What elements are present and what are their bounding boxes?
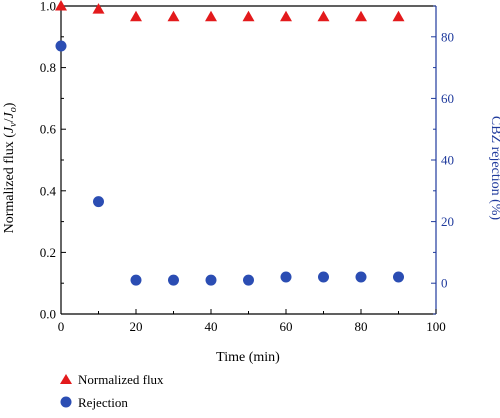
rejection-point [355,271,367,283]
y-axis-title-j2: J [2,112,17,119]
flux-point [55,0,67,11]
legend-label-normalized-flux: Normalized flux [78,372,164,387]
ticks: 0 20 40 60 80 100 0.0 0.2 0.4 0.6 0.8 1.0 0 20 40 60 80 [40,0,454,334]
y-tick-label: 0.4 [40,183,57,198]
y2-tick-label: 80 [441,29,454,44]
y-axis-title-slash: / [2,118,17,122]
y-axis-title-j1: J [2,126,17,133]
rejection-point [205,274,217,286]
y2-axis-title: CBZ rejection (%) [488,116,500,221]
flux-point [392,10,405,22]
x-tick-label: 100 [426,319,446,334]
legend-label-rejection: Rejection [78,395,128,410]
rejection-point [280,271,292,283]
x-tick-label: 60 [280,319,293,334]
y-tick-label: 0.6 [40,122,57,137]
y-axis-title-j2-sub: o [8,107,19,112]
y-axis-title: Normalized flux (Jv/Jo) [2,102,19,233]
rejection-point [318,271,329,283]
flux-point [280,10,292,22]
axes [60,5,437,315]
y2-tick-label: 40 [441,153,454,168]
y-axis-title-prefix: Normalized flux ( [2,133,17,234]
x-tick-label: 80 [355,319,368,334]
flux-point [317,10,330,22]
rejection-point [168,274,179,286]
y2-tick-label: 60 [441,91,454,106]
x-tick-label: 20 [130,319,143,334]
rejection-point [93,196,104,208]
legend-circle-marker [60,396,72,408]
y-tick-label: 1.0 [40,0,56,14]
rejection-point [130,274,142,286]
data-marks [55,0,405,286]
y-tick-label: 0.0 [40,307,56,322]
x-tick-label: 0 [58,319,65,334]
flux-point [205,10,217,22]
y2-tick-label: 0 [441,276,448,291]
x-axis-title: Time (min) [216,350,280,365]
y-tick-label: 0.8 [40,60,56,75]
rejection-point [393,271,404,283]
y-axis-title-suffix: ) [2,102,17,107]
y2-tick-label: 20 [441,214,454,229]
flux-point [355,10,367,22]
x-tick-label: 40 [205,319,218,334]
flux-point [130,10,142,22]
flux-point [92,3,105,14]
y-axis-title-j1-sub: v [8,122,19,127]
legend: Normalized flux Rejection [60,372,164,410]
legend-triangle-marker [60,374,72,384]
flux-point [167,10,180,22]
y-tick-label: 0.2 [40,245,56,260]
rejection-point [55,40,67,52]
rejection-point [243,274,254,286]
flux-point [242,10,255,22]
